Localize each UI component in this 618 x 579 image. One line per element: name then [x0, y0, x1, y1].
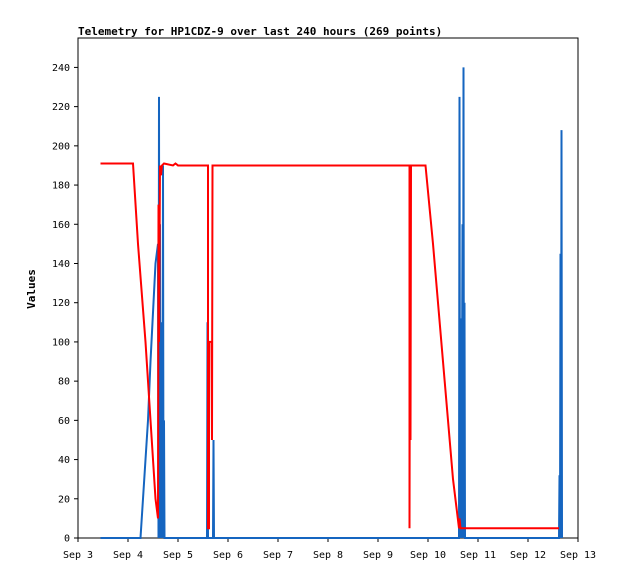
y-tick-label-60: 60: [58, 416, 70, 427]
y-tick-label-40: 40: [58, 455, 70, 466]
y-tick-label-200: 200: [52, 141, 70, 152]
x-tick-label-9: Sep 12: [510, 550, 546, 561]
y-axis-label: Values: [25, 269, 38, 309]
y-tick-label-180: 180: [52, 181, 70, 192]
x-tick-label-4: Sep 7: [263, 550, 293, 561]
x-tick-label-8: Sep 11: [460, 550, 496, 561]
y-tick-label-80: 80: [58, 377, 70, 388]
plot-area: 0 20 40 60 80 100 120 140 160 180 200 220 240 Sep 3 Se…: [52, 37, 596, 561]
x-tick-label-5: Sep 8: [313, 550, 343, 561]
x-tick-label-1: Sep 4: [113, 550, 143, 561]
y-tick-label-120: 120: [52, 298, 70, 309]
x-tick-label-7: Sep 10: [410, 550, 446, 561]
y-tick-label-240: 240: [52, 63, 70, 74]
series-2-line: [100, 162, 559, 530]
x-tick-label-2: Sep 5: [163, 550, 193, 561]
y-tick-label-140: 140: [52, 259, 70, 270]
y-tick-label-100: 100: [52, 337, 70, 348]
series-1-line: [100, 67, 563, 539]
x-tick-label-10: Sep 13: [560, 550, 596, 561]
y-tick-label-220: 220: [52, 102, 70, 113]
x-tick-label-0: Sep 3: [63, 550, 93, 561]
x-tick-label-6: Sep 9: [363, 550, 393, 561]
chart-title: Telemetry for HP1CDZ-9 over last 240 hou…: [78, 25, 442, 38]
y-tick-label-20: 20: [58, 494, 70, 505]
y-tick-label-160: 160: [52, 220, 70, 231]
y-tick-label-0: 0: [64, 534, 70, 545]
x-tick-label-3: Sep 6: [213, 550, 243, 561]
